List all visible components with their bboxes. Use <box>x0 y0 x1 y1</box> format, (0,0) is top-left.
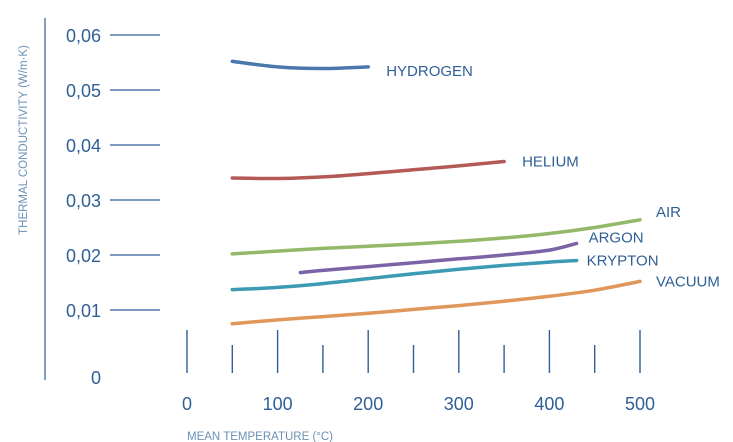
series-label-vacuum: VACUUM <box>656 273 720 290</box>
series-label-helium: HELIUM <box>522 154 579 171</box>
y-tick-label: 0,03 <box>66 191 101 211</box>
x-tick-label: 0 <box>182 394 192 414</box>
x-tick-label: 500 <box>625 394 655 414</box>
series-line-vacuum <box>230 279 642 326</box>
series-labels: HYDROGEN HELIUM AIR ARGON KRYPTON VACUUM <box>386 63 720 290</box>
series-label-hydrogen: HYDROGEN <box>386 63 473 80</box>
series-label-argon: ARGON <box>589 229 644 246</box>
series-line-argon <box>298 241 579 275</box>
y-tick-label: 0,02 <box>66 246 101 266</box>
x-tick-label: 300 <box>444 394 474 414</box>
x-axis-title: MEAN TEMPERATURE (°C) <box>187 431 333 442</box>
y-tick-label: 0,04 <box>66 136 101 156</box>
x-tick-label: 200 <box>353 394 383 414</box>
x-tick-label: 100 <box>263 394 293 414</box>
y-axis-ticks: 0,01 0,02 0,03 0,04 0,05 0,06 <box>66 26 160 321</box>
x-tick-label: 400 <box>534 394 564 414</box>
y-tick-label: 0,06 <box>66 26 101 46</box>
series-label-krypton: KRYPTON <box>587 253 659 270</box>
series-line-hydrogen <box>230 59 370 71</box>
x-axis-ticks: 0 100 200 300 400 500 <box>182 330 655 414</box>
series-line-krypton <box>230 258 579 292</box>
series-line-air <box>230 218 642 256</box>
y-tick-label: 0,01 <box>66 301 101 321</box>
series-label-air: AIR <box>656 204 681 221</box>
y-tick-label: 0,05 <box>66 81 101 101</box>
plot-area <box>230 59 642 326</box>
y-axis-title: THERMAL CONDUCTIVITY (W/m·K) <box>18 45 30 235</box>
series-line-helium <box>230 159 506 181</box>
origin-label: 0 <box>91 368 101 388</box>
